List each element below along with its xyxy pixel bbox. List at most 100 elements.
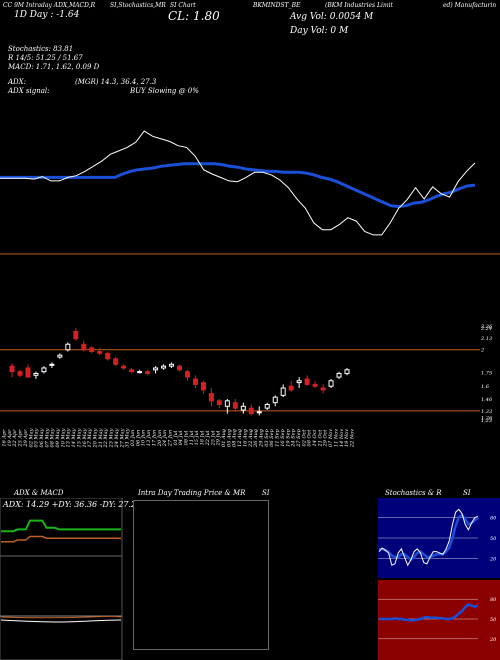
x-axis-date-label: 08 Oct bbox=[307, 429, 313, 447]
adx-signal-label: ADX signal: bbox=[8, 87, 50, 95]
candle-body bbox=[121, 365, 127, 369]
x-axis-date-label: 10 Jun bbox=[141, 430, 147, 446]
day-change: 1D Day : -1.64 bbox=[14, 10, 80, 20]
x-axis-date-label: 17 May bbox=[87, 428, 93, 447]
price-tick-label: 2.26 bbox=[480, 324, 493, 330]
price-tick-label: 1.75 bbox=[481, 371, 492, 377]
candle-body bbox=[248, 407, 254, 415]
x-axis-date-label: 29 Jul bbox=[216, 430, 222, 446]
candle-body bbox=[272, 396, 278, 404]
x-axis-date-label: 29 Apr bbox=[23, 429, 29, 448]
x-axis-date-label: 27 May bbox=[119, 428, 125, 448]
ticker-symbol: BKMINDST_BE bbox=[253, 2, 301, 9]
mrsi-value: (MGR) 14.3, 36.4, 27.3 bbox=[75, 78, 157, 86]
stoch-tick-label: 50 bbox=[490, 536, 497, 542]
candle-body bbox=[89, 347, 95, 353]
x-axis-date-label: 27 Jun bbox=[168, 430, 174, 447]
x-axis-date-label: 03 May bbox=[34, 428, 40, 447]
candle-body bbox=[184, 371, 190, 378]
x-axis-date-label: 09 May bbox=[55, 428, 61, 447]
stoch-tick-label: 80 bbox=[490, 516, 497, 522]
candle-body bbox=[65, 343, 71, 351]
candle-body bbox=[224, 400, 230, 407]
candle-body bbox=[288, 385, 294, 391]
x-axis-date-label: 05 Aug bbox=[226, 429, 232, 447]
candle-body bbox=[57, 354, 63, 358]
x-axis-date-label: 10 May bbox=[60, 428, 66, 447]
x-axis-date-label: 19 Nov bbox=[344, 429, 350, 447]
stochastics-value: Stochastics: 83.81 bbox=[8, 45, 74, 53]
candle-body bbox=[105, 352, 111, 360]
candle-body bbox=[240, 405, 246, 411]
rsi-tick-label: 80 bbox=[490, 597, 497, 603]
company-name: (BKM Industries Limit bbox=[325, 2, 393, 9]
macd-signal-line bbox=[0, 162, 476, 209]
price-chart: 2.262.24 2.13 2 1.75 1.6 1.46 1.331.261.23 16 A… bbox=[0, 324, 493, 448]
candle-body bbox=[280, 387, 286, 396]
x-axis-date-label: 08 Aug bbox=[232, 429, 238, 447]
x-axis-date-label: 11 Jul bbox=[189, 430, 195, 445]
candle-body bbox=[216, 400, 222, 405]
x-axis-date-label: 20 May bbox=[93, 428, 99, 448]
x-axis-date-label: 16 May bbox=[82, 428, 88, 447]
x-axis-date-label: 11 Sep bbox=[275, 428, 281, 446]
x-axis-date-label: 07 Nov bbox=[328, 429, 334, 447]
x-axis-date-label: 16 Sep bbox=[280, 428, 286, 446]
adx-lower-line-2 bbox=[0, 615, 122, 619]
mrsi-panel-frame bbox=[133, 500, 269, 650]
macd-chart bbox=[0, 130, 500, 255]
x-axis-date-label: 02 May bbox=[28, 428, 34, 447]
x-axis-date-label: 15 Jul bbox=[194, 430, 200, 445]
x-axis-date-label: 23 May bbox=[109, 428, 115, 448]
x-axis-date-label: 22 May bbox=[103, 428, 109, 448]
candle-body bbox=[312, 383, 318, 387]
candle-body bbox=[33, 372, 39, 376]
price-tick-label: 1.23 bbox=[481, 418, 492, 424]
x-axis-date-label: 13 May bbox=[66, 428, 72, 447]
x-axis-date-label: 08 Jul bbox=[184, 430, 190, 445]
candle-body bbox=[232, 402, 238, 409]
x-axis-date-label: 06 Jun bbox=[135, 430, 141, 446]
candle-body bbox=[73, 330, 79, 340]
candle-body bbox=[153, 367, 159, 371]
adx-chart bbox=[0, 498, 123, 660]
x-axis-date-label: 01 Aug bbox=[221, 429, 227, 447]
x-axis-date-label: 12 Aug bbox=[237, 429, 243, 447]
x-axis-date-label: 18 Jul bbox=[200, 430, 206, 445]
stoch-d-line bbox=[379, 513, 479, 562]
price-tick-label: 1.46 bbox=[481, 397, 493, 403]
candle-body bbox=[161, 365, 167, 369]
x-axis-date-label: 15 May bbox=[77, 428, 83, 447]
candle-body bbox=[264, 403, 270, 409]
price-tick-label: 1.6 bbox=[481, 384, 490, 390]
adx-panel-frame bbox=[0, 498, 123, 660]
adx-plus-di-line bbox=[1, 519, 121, 533]
x-axis-date-label: 20 Jun bbox=[157, 430, 163, 447]
x-axis-date-label: 22 Apr bbox=[12, 429, 18, 448]
price-tick-label: 2 bbox=[480, 348, 484, 354]
rsi-line bbox=[379, 603, 479, 622]
candle-body bbox=[49, 363, 55, 366]
mrsi-panel-title: Intra Day Trading Price & MR bbox=[138, 489, 246, 497]
candle-body bbox=[208, 393, 214, 402]
stoch-panel-title: Stochastics & R bbox=[385, 489, 442, 497]
x-axis-date-label: 29 Aug bbox=[259, 429, 265, 448]
candle-body bbox=[145, 371, 151, 374]
candle-body bbox=[328, 380, 334, 387]
rsi-value: R 14/5: 51.25 / 51.67 bbox=[8, 54, 83, 62]
adx-readout: ADX: 14.29 +DY: 36.36 -DY: 27.27 bbox=[3, 500, 142, 509]
rsi-background bbox=[378, 580, 500, 660]
adx-minus-di-line bbox=[1, 535, 121, 543]
candle-body bbox=[169, 363, 175, 367]
mrsi-panel bbox=[133, 500, 269, 650]
candle-body bbox=[17, 371, 23, 376]
x-axis-date-label: 01 Jul bbox=[173, 430, 179, 445]
x-axis-date-label: 17 Jun bbox=[151, 430, 157, 446]
candle-body bbox=[129, 369, 135, 373]
x-axis-date-label: 07 May bbox=[44, 428, 50, 447]
rsi-tick-label: 50 bbox=[490, 617, 497, 623]
stoch-panel-title-suffix: SI bbox=[463, 489, 471, 497]
x-axis-date-label: 06 Sep bbox=[269, 428, 275, 446]
price-panel: 2.26 2.24 2.13 2 1.75 1.6 1.46 1.33 1.26 1.23 16 A… bbox=[0, 318, 500, 468]
mrsi-chart bbox=[133, 500, 269, 650]
